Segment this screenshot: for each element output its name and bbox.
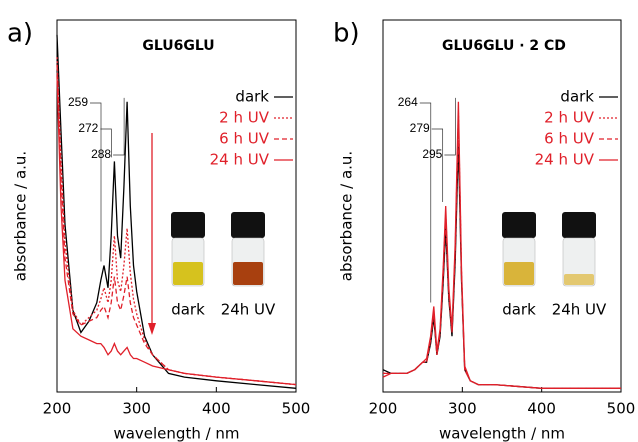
- peak-label: 288: [91, 147, 111, 161]
- x-tick-label: 500: [282, 400, 311, 418]
- legend-label: 2 h UV: [219, 109, 270, 127]
- vial-liquid: [504, 262, 534, 285]
- peak-label: 279: [410, 121, 430, 135]
- inset-label: dark: [502, 301, 536, 319]
- vial-cap: [231, 212, 265, 238]
- x-tick-label: 200: [43, 400, 72, 418]
- x-tick-label: 200: [369, 400, 398, 418]
- x-axis-label: wavelength / nm: [439, 425, 565, 442]
- chart-title: GLU6GLU · 2 CD: [442, 38, 566, 54]
- x-tick-label: 500: [607, 400, 636, 418]
- vial-cap: [562, 212, 596, 238]
- legend-label: dark: [560, 88, 594, 106]
- trend-arrow-head: [148, 323, 156, 335]
- legend-label: dark: [235, 88, 269, 106]
- vial-cap: [502, 212, 536, 238]
- plot-frame: [56, 19, 297, 393]
- peak-label: 272: [78, 121, 98, 135]
- peak-label: 259: [68, 95, 88, 109]
- legend-label: 2 h UV: [544, 109, 595, 127]
- x-tick-label: 400: [527, 400, 556, 418]
- spectrum-line: [56, 75, 297, 386]
- spectrum-line: [382, 101, 621, 389]
- x-axis-label: wavelength / nm: [113, 425, 239, 442]
- legend-label: 6 h UV: [544, 130, 595, 148]
- legend-label: 6 h UV: [219, 130, 270, 148]
- spectrum-line: [56, 64, 297, 386]
- peak-leader: [90, 102, 102, 262]
- y-axis-label: absorbance / a.u.: [338, 151, 356, 281]
- y-axis-label: absorbance / a.u.: [12, 151, 30, 281]
- inset-label: dark: [171, 301, 205, 319]
- inset-label: 24h UV: [552, 301, 607, 319]
- inset-label: 24h UV: [221, 301, 276, 319]
- x-tick-label: 400: [202, 400, 231, 418]
- vial-cap: [171, 212, 205, 238]
- panel-label: a): [7, 19, 33, 49]
- peak-leader: [431, 128, 444, 202]
- chart-title: GLU6GLU: [142, 38, 214, 54]
- panel-label: b): [333, 19, 360, 49]
- x-tick-label: 300: [122, 400, 151, 418]
- peak-label: 295: [422, 147, 442, 161]
- x-tick-label: 300: [448, 400, 477, 418]
- legend-label: 24 h UV: [535, 151, 595, 169]
- peak-leader: [113, 97, 125, 156]
- plot-frame: [382, 19, 622, 393]
- vial-liquid: [173, 262, 203, 285]
- vial-liquid: [564, 274, 594, 285]
- peak-leader: [444, 97, 456, 156]
- peak-leader: [100, 128, 112, 158]
- legend-label: 24 h UV: [210, 151, 270, 169]
- peak-leader: [419, 102, 432, 303]
- spectrum-line: [56, 34, 297, 389]
- peak-label: 264: [398, 95, 418, 109]
- vial-liquid: [233, 262, 263, 285]
